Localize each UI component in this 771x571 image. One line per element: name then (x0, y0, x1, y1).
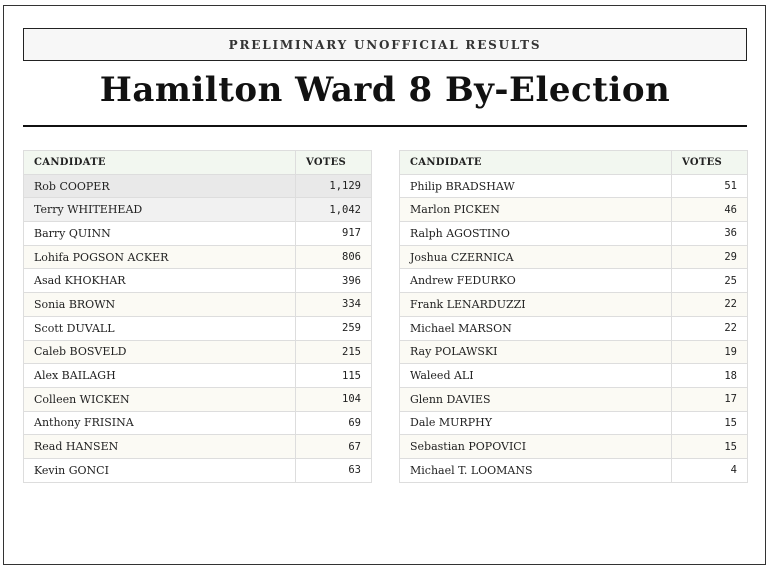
column-header: CANDIDATE (399, 150, 672, 175)
candidate-cell: Alex BAILAGH (23, 363, 296, 388)
table-row: Ralph AGOSTINO 36 (399, 221, 748, 246)
candidate-cell: Kevin GONCI (23, 457, 296, 483)
votes-cell: 396 (295, 268, 372, 294)
votes-cell: 15 (671, 434, 748, 459)
candidate-cell: Asad KHOKHAR (23, 268, 296, 294)
header-row: CANDIDATE VOTES (399, 150, 748, 175)
table-row: Andrew FEDURKO 25 (399, 268, 748, 294)
candidate-cell: Sebastian POPOVICI (399, 434, 672, 459)
candidate-cell: Joshua CZERNICA (399, 244, 672, 270)
table-row: Terry WHITEHEAD 1,042 (23, 197, 372, 223)
table-row: Sebastian POPOVICI 15 (399, 434, 748, 459)
votes-cell: 19 (671, 339, 748, 365)
table-row: Barry QUINN 917 (23, 221, 372, 246)
votes-cell: 46 (671, 197, 748, 223)
votes-cell: 15 (671, 410, 748, 436)
results-table: CANDIDATE VOTES Rob COOPER 1,129 Terry WHITE… (23, 150, 372, 483)
candidate-cell: Michael MARSON (399, 315, 672, 341)
candidate-cell: Michael T. LOOMANS (399, 457, 672, 483)
table-row: Colleen WICKEN 104 (23, 386, 372, 412)
header-row: CANDIDATE VOTES (23, 150, 372, 175)
votes-cell: 215 (295, 339, 372, 365)
table-row: Kevin GONCI 63 (23, 457, 372, 483)
table-row: Glenn DAVIES 17 (399, 386, 748, 412)
votes-cell: 18 (671, 363, 748, 388)
page-title: Hamilton Ward 8 By-Election (99, 70, 671, 110)
votes-cell: 25 (671, 268, 748, 294)
candidate-cell: Anthony FRISINA (23, 410, 296, 436)
votes-cell: 334 (295, 292, 372, 317)
votes-cell: 1,129 (295, 173, 372, 199)
candidate-cell: Colleen WICKEN (23, 386, 296, 412)
votes-cell: 806 (295, 244, 372, 270)
column-header: VOTES (671, 150, 748, 175)
table-row: Rob COOPER 1,129 (23, 173, 372, 199)
table-row: Waleed ALI 18 (399, 363, 748, 388)
votes-cell: 22 (671, 315, 748, 341)
table-row: Frank LENARDUZZI 22 (399, 292, 748, 317)
candidate-cell: Glenn DAVIES (399, 386, 672, 412)
votes-cell: 63 (295, 457, 372, 483)
votes-cell: 69 (295, 410, 372, 436)
candidate-cell: Philip BRADSHAW (399, 173, 672, 199)
candidate-cell: Frank LENARDUZZI (399, 292, 672, 317)
table-row: Caleb BOSVELD 215 (23, 339, 372, 365)
table-row: Asad KHOKHAR 396 (23, 268, 372, 294)
table-row: Scott DUVALL 259 (23, 315, 372, 341)
table-row: Alex BAILAGH 115 (23, 363, 372, 388)
candidate-cell: Read HANSEN (23, 434, 296, 459)
table-row: Michael MARSON 22 (399, 315, 748, 341)
votes-cell: 115 (295, 363, 372, 388)
candidate-cell: Lohifa POGSON ACKER (23, 244, 296, 270)
banner: PRELIMINARY UNOFFICIAL RESULTS (23, 28, 747, 61)
table-row: Lohifa POGSON ACKER 806 (23, 244, 372, 270)
votes-cell: 4 (671, 457, 748, 483)
divider (23, 125, 747, 127)
column-header: CANDIDATE (23, 150, 296, 175)
candidate-cell: Barry QUINN (23, 221, 296, 246)
votes-cell: 36 (671, 221, 748, 246)
candidate-cell: Andrew FEDURKO (399, 268, 672, 294)
table-row: Sonia BROWN 334 (23, 292, 372, 317)
column-header: VOTES (295, 150, 372, 175)
table-row: Ray POLAWSKI 19 (399, 339, 748, 365)
table-row: Michael T. LOOMANS 4 (399, 457, 748, 483)
table-row: Read HANSEN 67 (23, 434, 372, 459)
candidate-cell: Waleed ALI (399, 363, 672, 388)
candidate-cell: Rob COOPER (23, 173, 296, 199)
votes-cell: 67 (295, 434, 372, 459)
votes-cell: 1,042 (295, 197, 372, 223)
candidate-cell: Caleb BOSVELD (23, 339, 296, 365)
votes-cell: 22 (671, 292, 748, 317)
table-row: Anthony FRISINA 69 (23, 410, 372, 436)
votes-cell: 29 (671, 244, 748, 270)
candidate-cell: Sonia BROWN (23, 292, 296, 317)
votes-cell: 51 (671, 173, 748, 199)
table-row: Philip BRADSHAW 51 (399, 173, 748, 199)
candidate-cell: Ray POLAWSKI (399, 339, 672, 365)
candidate-cell: Dale MURPHY (399, 410, 672, 436)
candidate-cell: Scott DUVALL (23, 315, 296, 341)
candidate-cell: Ralph AGOSTINO (399, 221, 672, 246)
candidate-cell: Terry WHITEHEAD (23, 197, 296, 223)
votes-cell: 17 (671, 386, 748, 412)
table-row: Dale MURPHY 15 (399, 410, 748, 436)
table-row: Marlon PICKEN 46 (399, 197, 748, 223)
results-table: CANDIDATE VOTES Philip BRADSHAW 51 Marlon PI… (399, 150, 748, 483)
votes-cell: 917 (295, 221, 372, 246)
candidate-cell: Marlon PICKEN (399, 197, 672, 223)
votes-cell: 259 (295, 315, 372, 341)
table-row: Joshua CZERNICA 29 (399, 244, 748, 270)
votes-cell: 104 (295, 386, 372, 412)
